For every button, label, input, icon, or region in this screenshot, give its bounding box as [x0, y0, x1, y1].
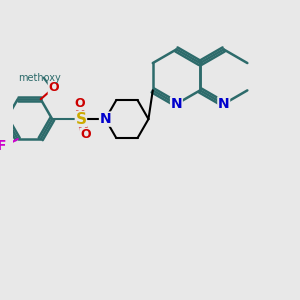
Text: O: O: [48, 81, 59, 94]
Text: O: O: [74, 97, 85, 110]
Text: F: F: [0, 139, 7, 153]
Text: methoxy: methoxy: [18, 73, 61, 83]
Text: N: N: [171, 97, 182, 111]
Text: S: S: [75, 112, 86, 127]
Text: N: N: [100, 112, 111, 126]
Text: N: N: [218, 97, 230, 111]
Text: O: O: [80, 128, 91, 141]
